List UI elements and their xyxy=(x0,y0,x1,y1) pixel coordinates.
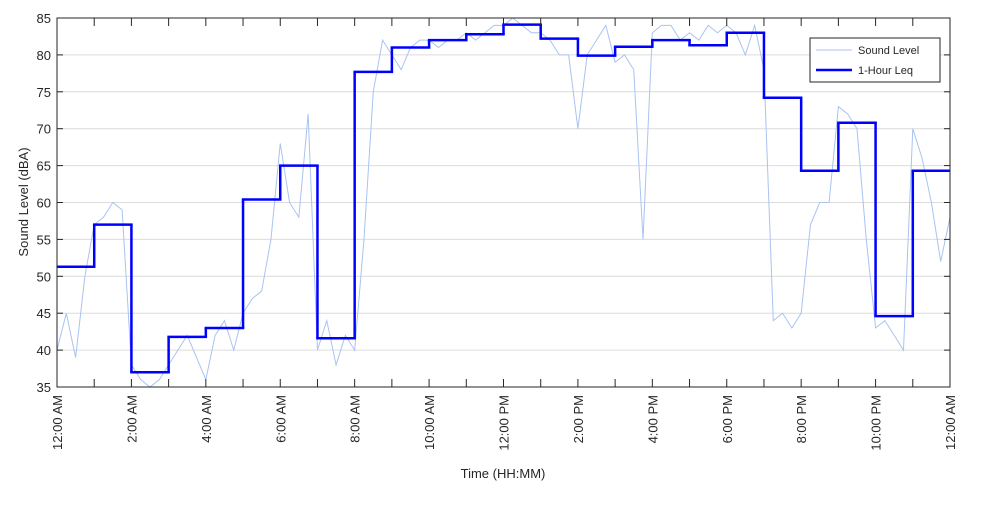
x-tick-label: 8:00 AM xyxy=(348,395,363,443)
legend-label: 1-Hour Leq xyxy=(858,65,913,77)
x-tick-label: 12:00 AM xyxy=(50,395,65,450)
y-tick-label: 35 xyxy=(37,380,51,395)
y-tick-label: 55 xyxy=(37,232,51,247)
legend-label: Sound Level xyxy=(858,45,919,57)
x-tick-label: 2:00 PM xyxy=(571,395,586,443)
x-tick-label: 12:00 PM xyxy=(497,395,512,451)
y-tick-label: 85 xyxy=(37,11,51,26)
axes: 35 40 45 50 55 60 65 70 75 80 85 12:00 AM 2:00 AM 4:0… xyxy=(37,11,958,451)
y-tick-label: 50 xyxy=(37,269,51,284)
y-tick-label: 75 xyxy=(37,85,51,100)
legend-box xyxy=(809,37,941,83)
legend: Sound Level 1-Hour Leq xyxy=(809,37,941,83)
x-axis-label: Time (HH:MM) xyxy=(461,466,546,481)
data-layer xyxy=(57,18,950,387)
x-tick-label: 8:00 PM xyxy=(794,395,809,443)
y-tick-label: 80 xyxy=(37,48,51,63)
y-axis-label: Sound Level (dBA) xyxy=(16,147,31,256)
y-tick-label: 70 xyxy=(37,122,51,137)
x-tick-label: 2:00 AM xyxy=(124,395,139,443)
x-tick-label: 6:00 PM xyxy=(720,395,735,443)
y-tick-label: 40 xyxy=(37,343,51,358)
x-tick-label: 6:00 AM xyxy=(273,395,288,443)
x-tick-label: 10:00 PM xyxy=(869,395,884,451)
x-tick-label: 10:00 AM xyxy=(422,395,437,450)
x-tick-label: 4:00 PM xyxy=(645,395,660,443)
y-tick-label: 60 xyxy=(37,196,51,211)
x-tick-label: 4:00 AM xyxy=(199,395,214,443)
y-tick-label: 45 xyxy=(37,306,51,321)
y-tick-label: 65 xyxy=(37,159,51,174)
x-tick-label: 12:00 AM xyxy=(943,395,958,450)
